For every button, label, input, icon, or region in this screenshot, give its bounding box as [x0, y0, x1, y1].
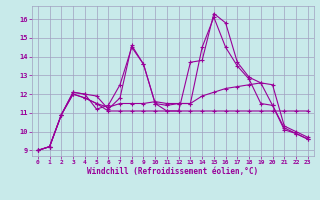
X-axis label: Windchill (Refroidissement éolien,°C): Windchill (Refroidissement éolien,°C): [87, 167, 258, 176]
